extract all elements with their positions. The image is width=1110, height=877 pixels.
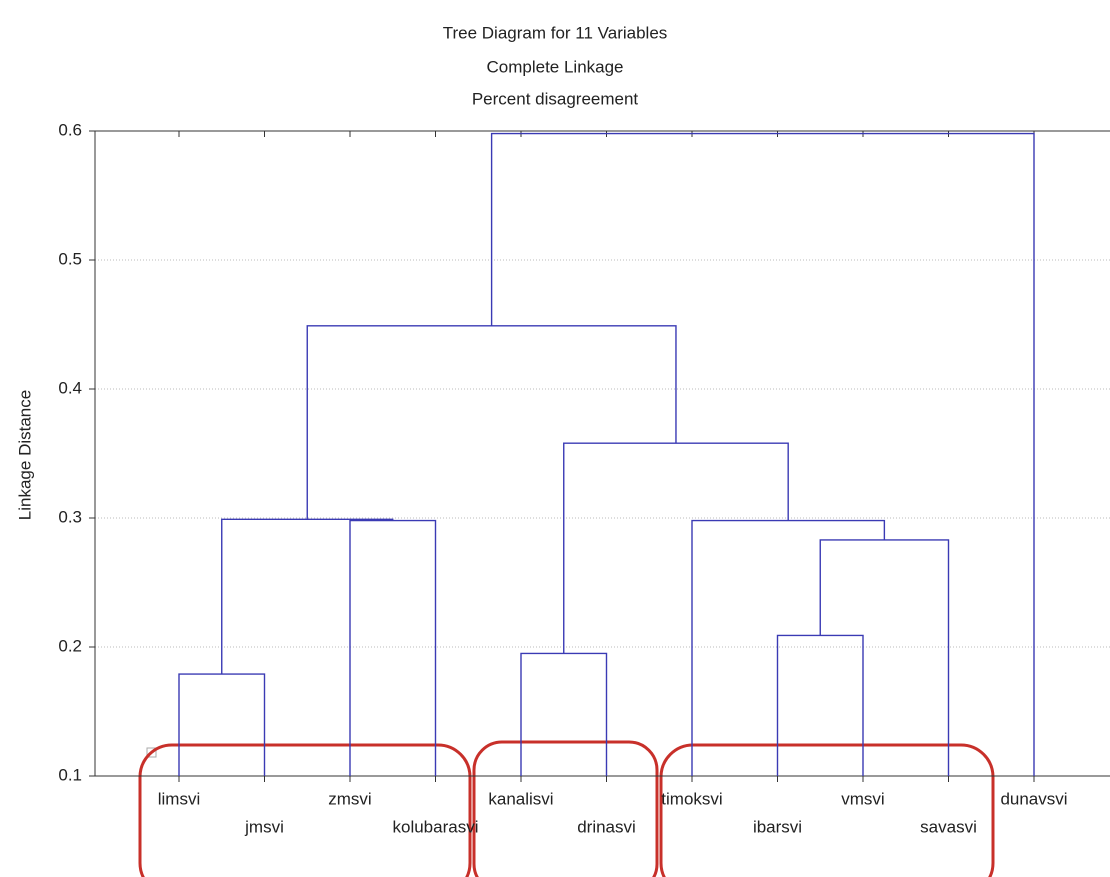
chart-title: Tree Diagram for 11 Variables (443, 23, 668, 42)
highlight-group (138, 743, 472, 877)
leaf-label: vmsvi (841, 789, 884, 808)
merge-link (563, 442, 789, 654)
leaf-label: jmsvi (244, 817, 284, 836)
leaf-label: kanalisvi (488, 789, 553, 808)
y-tick-label: 0.6 (58, 120, 82, 139)
y-tick-label: 0.2 (58, 636, 82, 655)
leaf-label: dunavsvi (1000, 789, 1067, 808)
marker-square (146, 747, 157, 758)
merge-link (691, 519, 886, 776)
leaf-label: ibarsvi (753, 817, 802, 836)
leaf-label: limsvi (158, 789, 201, 808)
y-tick-label: 0.4 (58, 378, 82, 397)
merge-link (520, 652, 608, 776)
merge-link (178, 673, 266, 776)
highlight-group (472, 740, 659, 877)
chart-subtitle: Complete Linkage (486, 57, 623, 76)
y-axis-label: Linkage Distance (15, 390, 34, 520)
merge-link (349, 519, 437, 776)
y-tick-label: 0.1 (58, 765, 82, 784)
merge-link (776, 634, 864, 776)
merge-link (221, 518, 394, 675)
merge-link (306, 325, 677, 520)
highlight-group (659, 743, 995, 877)
chart-subtitle: Percent disagreement (472, 89, 639, 108)
leaf-label: drinasvi (577, 817, 636, 836)
leaf-label: zmsvi (328, 789, 371, 808)
leaf-label: timoksvi (661, 789, 722, 808)
y-tick-label: 0.5 (58, 249, 82, 268)
y-tick-label: 0.3 (58, 507, 82, 526)
leaf-label: kolubarasvi (393, 817, 479, 836)
merge-link (490, 132, 1035, 776)
leaf-label: savasvi (920, 817, 977, 836)
merge-link (819, 539, 950, 776)
